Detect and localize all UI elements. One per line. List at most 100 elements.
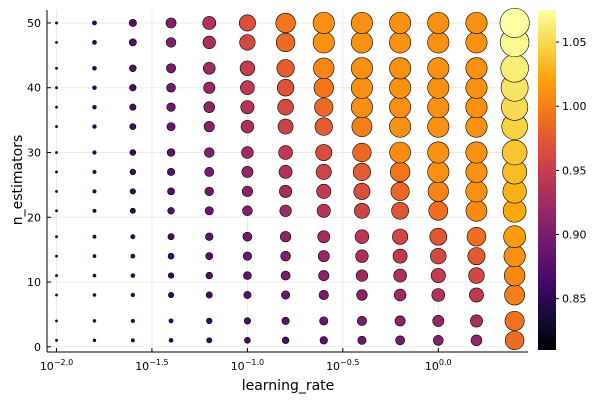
data-point — [276, 79, 295, 97]
data-point — [389, 141, 411, 164]
data-point — [275, 12, 296, 34]
data-point — [276, 59, 295, 78]
data-point — [55, 105, 58, 109]
data-point — [427, 160, 450, 183]
data-point — [354, 229, 370, 244]
data-point — [281, 290, 291, 300]
data-point — [389, 96, 412, 119]
data-point — [55, 274, 58, 277]
data-point — [390, 181, 410, 201]
data-point — [468, 267, 485, 284]
data-point — [92, 104, 97, 110]
data-point — [167, 167, 176, 176]
data-point — [356, 315, 367, 326]
data-point — [92, 65, 97, 71]
y-axis-label: n_estimators — [10, 135, 26, 225]
data-point — [241, 166, 254, 178]
data-point — [240, 100, 255, 115]
data-point — [55, 209, 58, 213]
data-point — [240, 80, 255, 96]
data-point — [465, 160, 488, 183]
data-point — [503, 225, 526, 249]
data-point — [465, 199, 488, 222]
data-point — [92, 169, 97, 175]
data-point — [356, 289, 368, 301]
data-point — [205, 232, 214, 241]
data-point — [465, 31, 488, 54]
data-point — [166, 122, 176, 131]
data-point — [55, 254, 58, 258]
y-tick-label: 50 — [27, 17, 41, 30]
data-point — [166, 82, 176, 93]
data-point — [350, 31, 373, 54]
data-point — [465, 115, 488, 138]
data-point — [55, 151, 58, 154]
data-point — [503, 245, 526, 268]
data-point — [167, 233, 175, 241]
data-point — [130, 253, 136, 259]
data-point — [130, 318, 135, 323]
data-point — [317, 230, 331, 244]
data-point — [313, 57, 335, 79]
data-point — [202, 16, 217, 30]
data-point — [277, 118, 294, 135]
data-point — [357, 335, 367, 345]
data-point — [204, 167, 215, 177]
data-point — [392, 248, 408, 264]
x-tick-label: 10−1.0 — [231, 358, 264, 373]
data-point — [350, 96, 373, 119]
data-point — [427, 76, 450, 99]
data-point — [314, 117, 333, 136]
data-point — [427, 141, 450, 164]
y-tick-label: 30 — [27, 147, 41, 160]
data-point — [275, 32, 296, 53]
colorbar-tick-label: 1.00 — [562, 100, 587, 113]
data-point — [205, 291, 213, 299]
data-point — [92, 319, 97, 323]
data-point — [202, 62, 216, 75]
data-point — [202, 35, 216, 49]
data-point — [92, 234, 97, 239]
data-point — [92, 254, 97, 259]
colorbar-tick-label: 0.85 — [562, 293, 587, 306]
data-point — [92, 338, 97, 343]
data-point — [167, 272, 175, 279]
data-point — [465, 57, 488, 80]
data-point — [504, 310, 525, 331]
data-point — [389, 115, 412, 138]
data-point — [243, 271, 252, 280]
data-point — [92, 293, 97, 297]
data-point — [430, 268, 446, 284]
data-point — [92, 150, 97, 155]
data-point — [130, 338, 135, 343]
data-point — [166, 102, 176, 112]
data-point — [432, 314, 445, 327]
data-point — [465, 11, 488, 34]
data-point — [317, 250, 330, 263]
data-point — [427, 57, 450, 80]
data-point — [281, 336, 290, 345]
data-point — [242, 251, 252, 261]
data-point — [312, 31, 335, 54]
data-point — [129, 103, 137, 111]
data-point — [318, 289, 329, 301]
data-point — [239, 34, 256, 51]
data-point — [129, 64, 137, 73]
data-point — [167, 187, 175, 196]
data-point — [427, 11, 450, 34]
data-point — [205, 252, 214, 261]
data-point — [243, 317, 251, 325]
data-point — [129, 84, 137, 92]
data-point — [351, 116, 373, 137]
x-tick-label: 10−2.0 — [40, 358, 73, 373]
data-point — [242, 205, 253, 217]
data-point — [279, 204, 292, 217]
data-point — [166, 148, 176, 157]
data-point — [130, 273, 136, 278]
data-point — [389, 31, 412, 54]
data-point — [128, 38, 137, 47]
data-point — [55, 86, 58, 90]
data-point — [470, 334, 483, 347]
data-point — [168, 318, 174, 324]
